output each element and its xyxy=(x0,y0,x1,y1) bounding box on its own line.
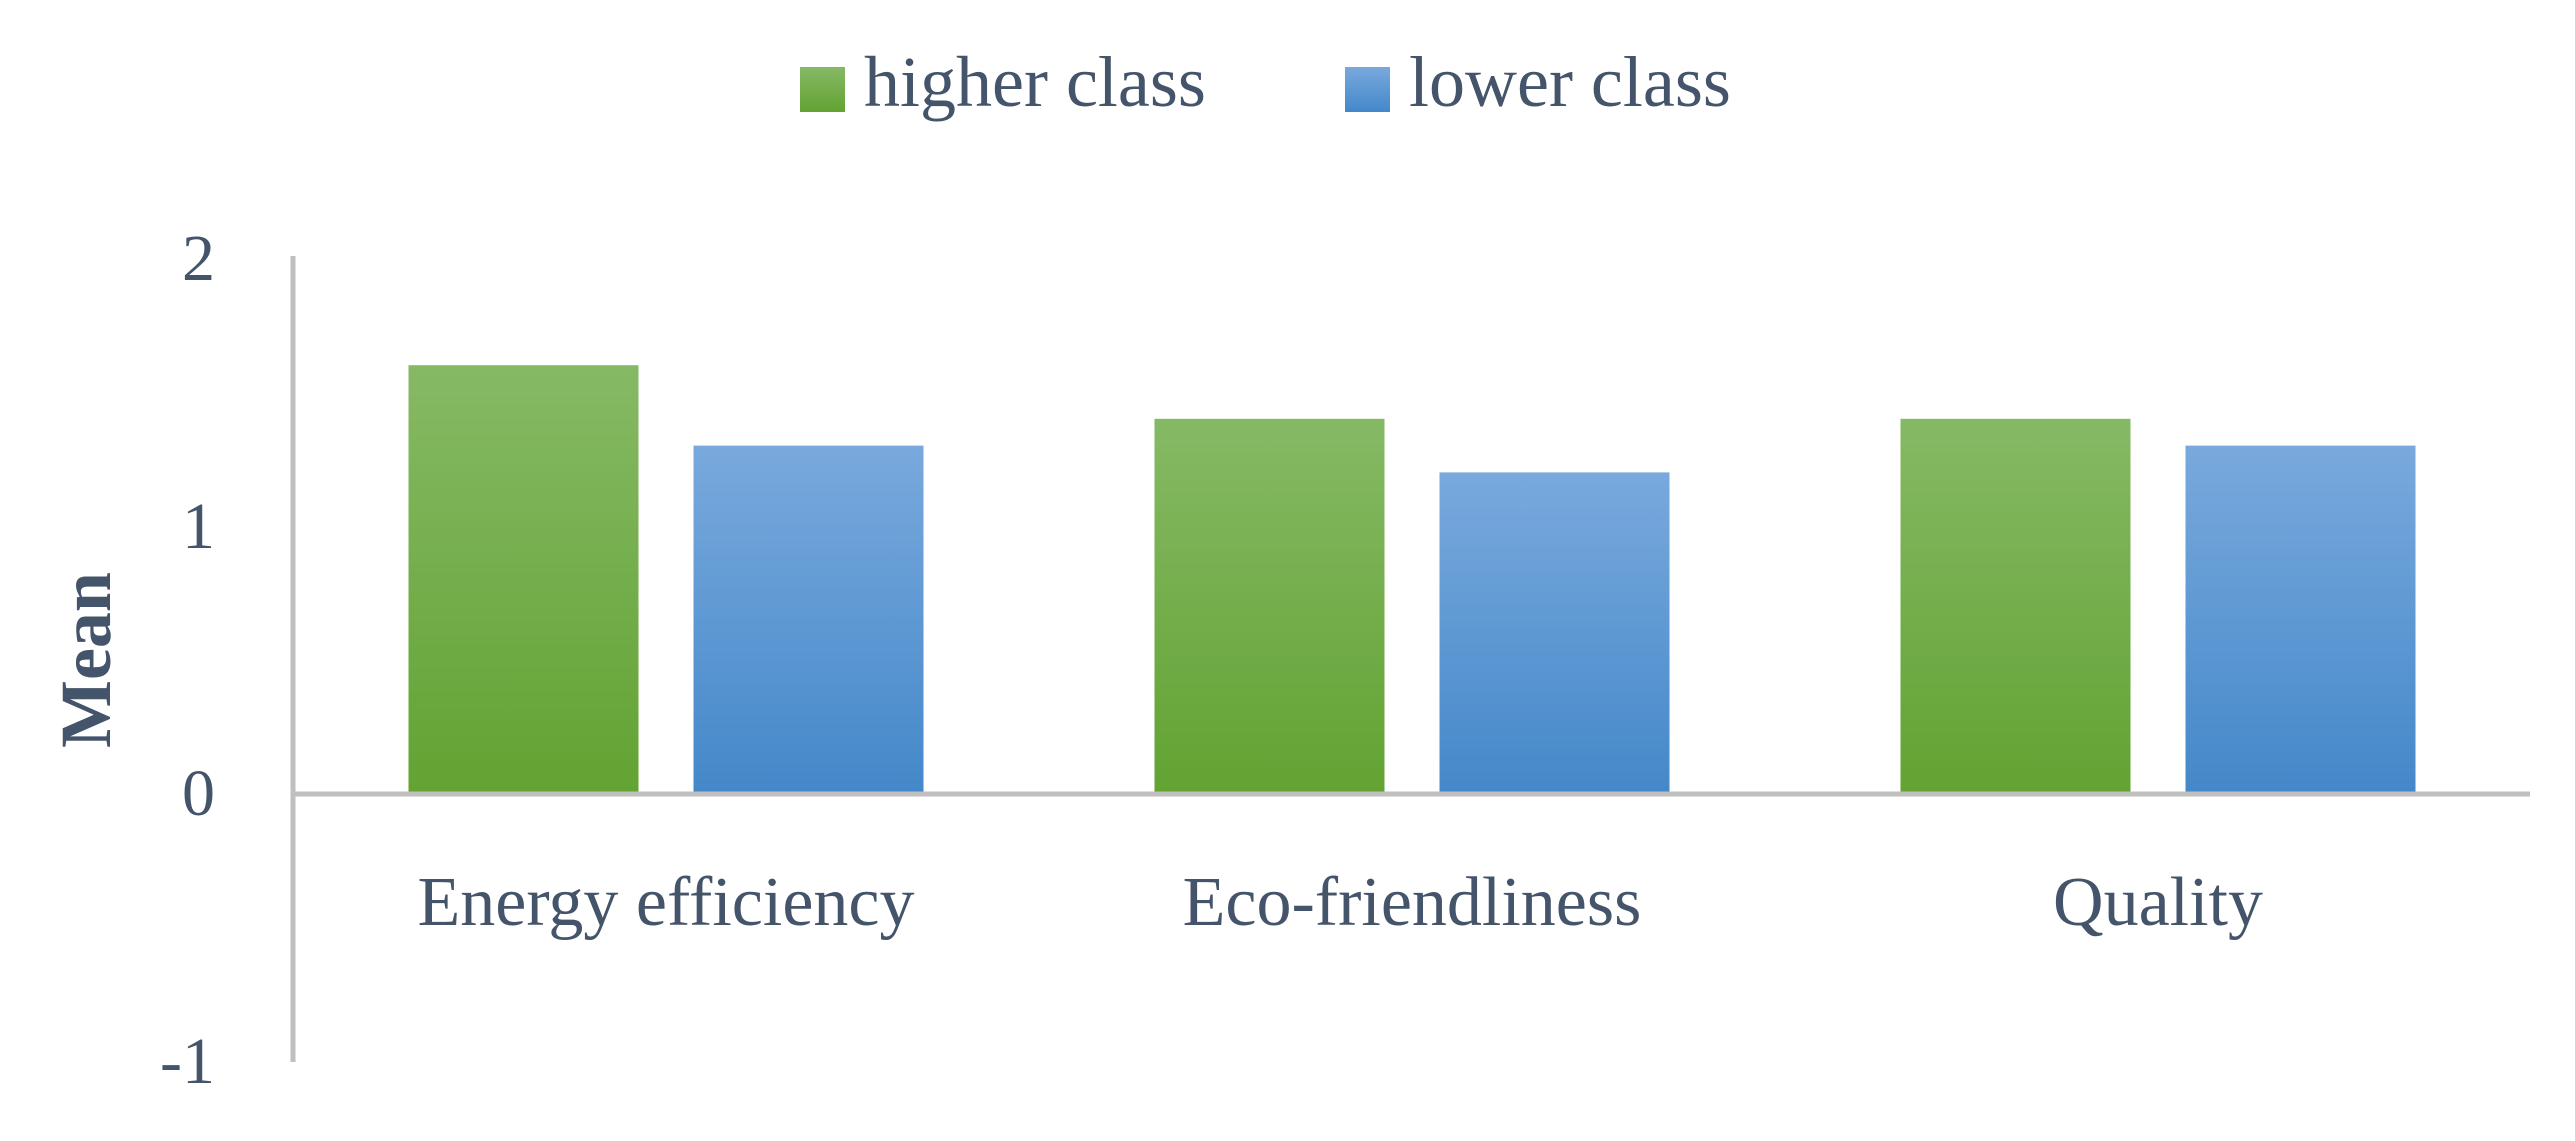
bars xyxy=(408,365,2416,794)
x-tick-label-quality: Quality xyxy=(2053,864,2263,941)
y-tick-label: 2 xyxy=(182,222,215,295)
y-tick-label: 1 xyxy=(182,490,215,563)
legend-swatch-higher-class xyxy=(800,67,845,112)
bar-higher-class-eco-friendliness xyxy=(1154,418,1385,794)
y-tick-label: 0 xyxy=(182,757,215,830)
bar-lower-class-quality xyxy=(2185,445,2416,794)
legend-item-lower-class: lower class xyxy=(1345,42,1731,122)
y-tick-labels: 2 1 0 -1 xyxy=(160,222,215,1098)
legend-swatch-lower-class xyxy=(1345,67,1390,112)
legend-label-higher-class: higher class xyxy=(864,42,1206,122)
bar-lower-class-energy-efficiency xyxy=(693,445,924,794)
bar-lower-class-eco-friendliness xyxy=(1439,472,1670,794)
legend: higher class lower class xyxy=(800,42,1731,122)
x-tick-label-energy-efficiency: Energy efficiency xyxy=(418,864,915,941)
y-tick-label: -1 xyxy=(160,1025,215,1098)
y-axis-label: Mean xyxy=(46,572,126,748)
x-tick-labels: Energy efficiency Eco-friendliness Quali… xyxy=(418,864,2263,941)
bar-higher-class-energy-efficiency xyxy=(408,365,639,794)
x-tick-label-eco-friendliness: Eco-friendliness xyxy=(1183,864,1642,941)
legend-label-lower-class: lower class xyxy=(1409,42,1731,122)
legend-item-higher-class: higher class xyxy=(800,42,1206,122)
bar-higher-class-quality xyxy=(1900,418,2131,794)
